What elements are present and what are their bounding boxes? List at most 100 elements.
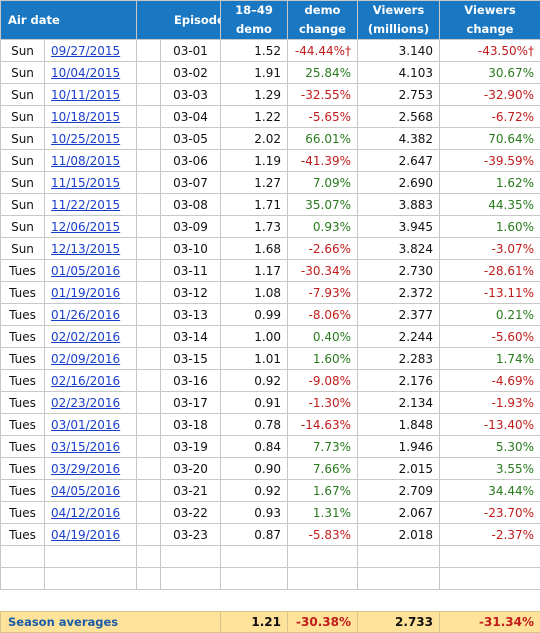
spacer-cell: [137, 414, 161, 436]
viewers-millions: 2.283: [358, 348, 440, 370]
episode-number: 03-15: [161, 348, 221, 370]
episode-header[interactable]: Episode: [137, 1, 221, 40]
air-date-cell: 12/13/2015: [45, 238, 137, 260]
demo-change-header[interactable]: demo change: [288, 1, 358, 40]
spacer-cell: [137, 172, 161, 194]
air-date-link[interactable]: 11/08/2015: [51, 154, 120, 168]
air-date-link[interactable]: 11/15/2015: [51, 176, 120, 190]
air-date-link[interactable]: 10/18/2015: [51, 110, 120, 124]
air-date-link[interactable]: 10/11/2015: [51, 88, 120, 102]
air-date-link[interactable]: 03/15/2016: [51, 440, 120, 454]
viewers-change: -1.93%: [440, 392, 540, 414]
demo-change: -2.66%: [288, 238, 358, 260]
air-day: Sun: [1, 150, 45, 172]
viewers-millions: 1.848: [358, 414, 440, 436]
spacer-cell: [137, 524, 161, 546]
episode-number: 03-23: [161, 524, 221, 546]
spacer-cell: [137, 370, 161, 392]
air-date-link[interactable]: 02/02/2016: [51, 330, 120, 344]
viewers-millions: 2.244: [358, 326, 440, 348]
air-day: Tues: [1, 392, 45, 414]
air-date-cell: 11/15/2015: [45, 172, 137, 194]
air-date-link[interactable]: 01/19/2016: [51, 286, 120, 300]
air-date-link[interactable]: 12/13/2015: [51, 242, 120, 256]
air-day: Tues: [1, 480, 45, 502]
spacer-cell: [137, 128, 161, 150]
viewers-millions: 1.946: [358, 436, 440, 458]
spacer-cell: [137, 194, 161, 216]
viewers-change-header[interactable]: Viewers change: [440, 1, 540, 40]
viewers-millions: 2.568: [358, 106, 440, 128]
demo-change: 35.07%: [288, 194, 358, 216]
demo-rating: 1.71: [221, 194, 288, 216]
viewers-change: -23.70%: [440, 502, 540, 524]
air-date-link[interactable]: 03/29/2016: [51, 462, 120, 476]
air-date-cell: 04/19/2016: [45, 524, 137, 546]
demo-change: 66.01%: [288, 128, 358, 150]
demo-rating: 1.68: [221, 238, 288, 260]
viewers-millions: 2.018: [358, 524, 440, 546]
demo-change-header-line2: change: [294, 20, 351, 39]
demo-header-line2: demo: [227, 20, 281, 39]
demo-change: -1.30%: [288, 392, 358, 414]
air-date-link[interactable]: 01/26/2016: [51, 308, 120, 322]
air-date-link[interactable]: 02/23/2016: [51, 396, 120, 410]
air-date-header[interactable]: Air date: [1, 1, 137, 40]
demo-rating: 1.01: [221, 348, 288, 370]
viewers-change: -32.90%: [440, 84, 540, 106]
air-date-cell: 02/16/2016: [45, 370, 137, 392]
demo-change: 0.93%: [288, 216, 358, 238]
viewers-change: -4.69%: [440, 370, 540, 392]
air-date-link[interactable]: 02/16/2016: [51, 374, 120, 388]
viewers-change: 70.64%: [440, 128, 540, 150]
air-date-cell: 01/26/2016: [45, 304, 137, 326]
demo-rating: 0.87: [221, 524, 288, 546]
air-day: Sun: [1, 194, 45, 216]
air-date-link[interactable]: 03/01/2016: [51, 418, 120, 432]
air-date-link[interactable]: 11/22/2015: [51, 198, 120, 212]
demo-rating: 0.92: [221, 370, 288, 392]
demo-change: -30.34%: [288, 260, 358, 282]
air-date-link[interactable]: 09/27/2015: [51, 44, 120, 58]
air-date-link[interactable]: 01/05/2016: [51, 264, 120, 278]
spacer-cell: [137, 40, 161, 62]
air-date-link[interactable]: 02/09/2016: [51, 352, 120, 366]
demo-rating: 1.19: [221, 150, 288, 172]
spacer-cell: [137, 326, 161, 348]
air-date-cell: 02/02/2016: [45, 326, 137, 348]
viewers-change: 3.55%: [440, 458, 540, 480]
air-date-link[interactable]: 10/25/2015: [51, 132, 120, 146]
viewers-millions: 3.824: [358, 238, 440, 260]
demo-header[interactable]: 18–49 demo: [221, 1, 288, 40]
air-date-link[interactable]: 12/06/2015: [51, 220, 120, 234]
air-date-link[interactable]: 04/12/2016: [51, 506, 120, 520]
air-day: Sun: [1, 40, 45, 62]
demo-change: 1.31%: [288, 502, 358, 524]
air-date-link[interactable]: 04/19/2016: [51, 528, 120, 542]
viewers-millions: 2.690: [358, 172, 440, 194]
viewers-change: 5.30%: [440, 436, 540, 458]
spacer-cell: [137, 62, 161, 84]
air-day: Sun: [1, 84, 45, 106]
demo-change: -32.55%: [288, 84, 358, 106]
air-date-link[interactable]: 04/05/2016: [51, 484, 120, 498]
viewers-header[interactable]: Viewers (millions): [358, 1, 440, 40]
spacer-cell: [137, 304, 161, 326]
air-date-link[interactable]: 10/04/2015: [51, 66, 120, 80]
demo-change: -44.44%†: [288, 40, 358, 62]
demo-rating: 1.17: [221, 260, 288, 282]
viewers-change: 44.35%: [440, 194, 540, 216]
viewers-millions: 4.382: [358, 128, 440, 150]
air-date-cell: 02/23/2016: [45, 392, 137, 414]
spacer-cell: [137, 480, 161, 502]
air-day: Sun: [1, 106, 45, 128]
